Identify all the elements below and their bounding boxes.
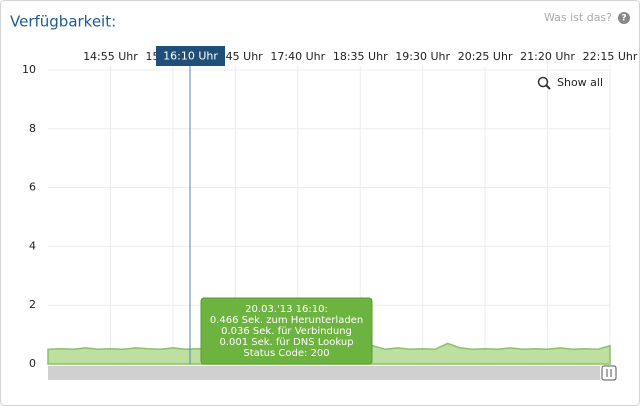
tooltip: 20.03.'13 16:10:0.466 Sek. zum Herunterl… xyxy=(210,304,363,359)
help-icon-label[interactable]: ? xyxy=(621,14,626,24)
scroll-handle[interactable] xyxy=(601,365,617,381)
crosshair-label: 16:10 Uhr xyxy=(163,50,218,63)
y-tick-label: 10 xyxy=(22,63,36,76)
panel-title: Verfügbarkeit: xyxy=(10,13,116,31)
tooltip-line: Status Code: 200 xyxy=(243,348,329,359)
help-link[interactable]: Was ist das? xyxy=(544,11,612,24)
help-icon[interactable] xyxy=(618,12,630,24)
zoom-icon[interactable] xyxy=(537,76,549,88)
tooltip-line: 0.001 Sek. für DNS Lookup xyxy=(219,337,353,348)
x-tick-label: 18:35 Uhr xyxy=(333,50,388,63)
zoom-icon[interactable] xyxy=(545,84,551,90)
y-tick-label: 8 xyxy=(29,122,36,135)
x-tick-label: 14:55 Uhr xyxy=(83,50,138,63)
y-tick-label: 0 xyxy=(29,357,36,370)
tooltip-box xyxy=(200,297,373,365)
scrollbar[interactable] xyxy=(48,366,600,380)
y-tick-label: 4 xyxy=(29,239,36,252)
tooltip-line: 20.03.'13 16:10: xyxy=(245,304,328,315)
show-all-button[interactable]: Show all xyxy=(557,76,603,89)
x-tick-label: 21:20 Uhr xyxy=(520,50,575,63)
y-tick-label: 2 xyxy=(29,298,36,311)
x-tick-label: 20:25 Uhr xyxy=(458,50,513,63)
x-tick-label: 17:40 Uhr xyxy=(270,50,325,63)
crosshair-label-box xyxy=(156,46,225,66)
tooltip-line: 0.466 Sek. zum Herunterladen xyxy=(210,315,363,326)
x-tick-label: 19:30 Uhr xyxy=(395,50,450,63)
tooltip-line: 0.036 Sek. für Verbindung xyxy=(221,326,352,337)
x-tick-label: 22:15 Uhr xyxy=(583,50,638,63)
y-tick-label: 6 xyxy=(29,181,36,194)
